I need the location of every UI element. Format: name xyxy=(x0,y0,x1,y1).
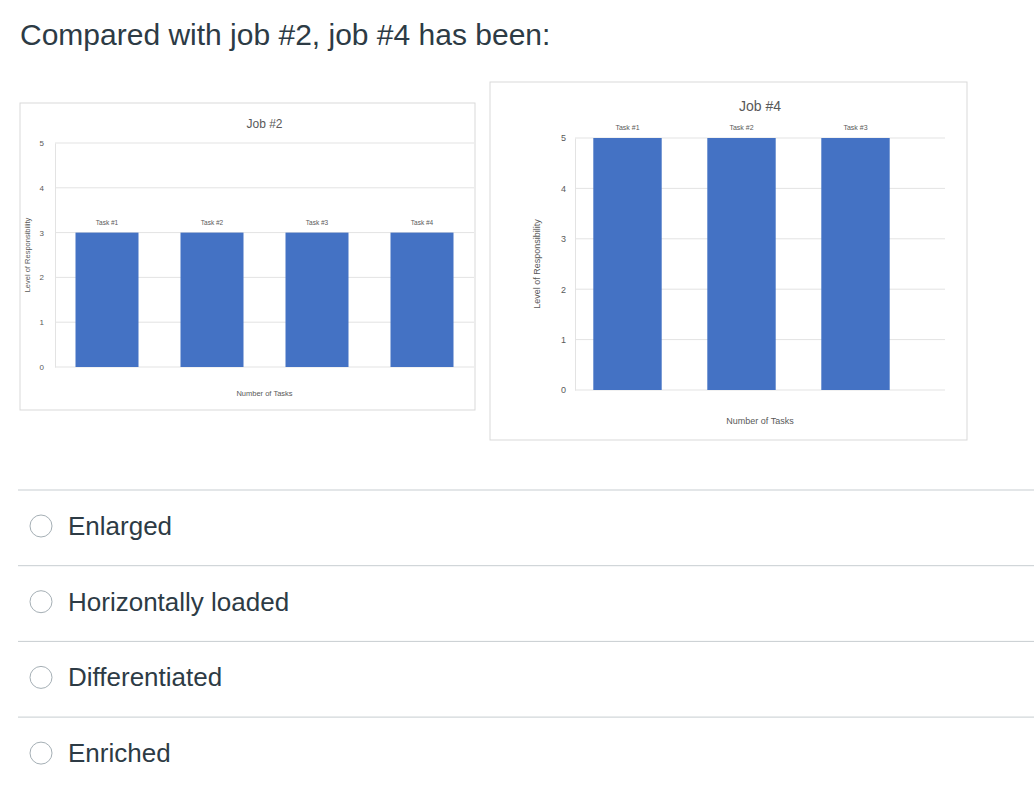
tick: 2 xyxy=(40,273,55,282)
grid-line xyxy=(55,143,474,144)
tick-label: 5 xyxy=(40,139,45,148)
category-label: Task #2 xyxy=(201,219,224,226)
option-label[interactable]: Enriched xyxy=(68,738,171,768)
chart-title: Job #4 xyxy=(739,98,781,114)
bars xyxy=(76,233,454,367)
tick: 4 xyxy=(561,184,575,194)
tick: 1 xyxy=(40,318,55,327)
radio-button[interactable] xyxy=(30,666,52,688)
tick: 3 xyxy=(40,229,55,238)
tick-label: 1 xyxy=(40,318,45,327)
y-axis-title: Level of Responsibility xyxy=(23,217,32,292)
radio-button[interactable] xyxy=(30,591,52,613)
axis-line xyxy=(55,144,56,368)
tick-label: 0 xyxy=(561,385,566,395)
y-axis-title: Level of Responsibility xyxy=(532,219,542,309)
separator xyxy=(18,717,1034,718)
separator xyxy=(18,641,1034,642)
bar xyxy=(181,233,244,367)
page: Compared with job #2, job #4 has been: 0 1… xyxy=(0,0,1034,790)
category-label: Task #4 xyxy=(411,219,434,226)
bar xyxy=(76,233,139,367)
category-label: Task #2 xyxy=(729,124,753,131)
bar xyxy=(593,138,661,390)
question: Compared with job #2, job #4 has been: xyxy=(20,18,550,51)
tick-label: 4 xyxy=(561,184,566,194)
tick: 0 xyxy=(561,385,575,395)
tick: 3 xyxy=(561,234,575,244)
separator xyxy=(18,565,1034,566)
tick: 2 xyxy=(561,285,575,295)
tick: 5 xyxy=(40,139,55,148)
bar xyxy=(821,138,889,390)
tick-label: 0 xyxy=(40,363,45,372)
option-label[interactable]: Horizontally loaded xyxy=(68,587,289,617)
tick: 4 xyxy=(40,184,55,193)
axis-line xyxy=(575,139,576,391)
radio-button[interactable] xyxy=(30,742,52,764)
grid-line xyxy=(55,187,474,188)
option-label[interactable]: Enlarged xyxy=(68,511,172,541)
category-labels: Task #1 Task #2 Task #3 xyxy=(615,124,867,131)
category-label: Task #3 xyxy=(843,124,867,131)
bar xyxy=(286,233,349,367)
grid xyxy=(575,138,945,390)
category-label: Task #1 xyxy=(96,219,119,226)
tick-label: 2 xyxy=(40,273,45,282)
y-axis: 0 1 2 3 4 5 xyxy=(40,139,56,372)
bar xyxy=(707,138,775,390)
bars xyxy=(593,138,889,390)
separator xyxy=(18,490,1034,491)
tick: 0 xyxy=(40,363,55,372)
radio-button[interactable] xyxy=(30,515,52,537)
chart: 0 1 2 3 4 5 Task #1 Task #2 Task #3 Task #4 Job #2… xyxy=(20,103,475,410)
tick-label: 4 xyxy=(40,184,45,193)
options: Enlarged Horizontally loaded Differentiate… xyxy=(18,490,1034,768)
chart-frame xyxy=(490,82,967,440)
tick-label: 5 xyxy=(561,133,566,143)
tick-label: 1 xyxy=(561,335,566,345)
category-label: Task #3 xyxy=(306,219,329,226)
tick-label: 2 xyxy=(561,285,566,295)
category-labels: Task #1 Task #2 Task #3 Task #4 xyxy=(96,219,434,226)
chart-title: Job #2 xyxy=(246,117,282,131)
option-label[interactable]: Differentiated xyxy=(68,662,222,692)
category-label: Task #1 xyxy=(615,124,639,131)
x-axis-title: Number of Tasks xyxy=(236,389,292,398)
tick-label: 3 xyxy=(561,234,566,244)
tick-label: 3 xyxy=(40,229,45,238)
x-axis-title: Number of Tasks xyxy=(726,416,794,426)
y-axis: 0 1 2 3 4 5 xyxy=(561,133,576,395)
tick: 1 xyxy=(561,335,575,345)
chart: 0 1 2 3 4 5 Task #1 Task #2 Task #3 Job #4 Number … xyxy=(490,82,967,440)
grid xyxy=(55,143,474,367)
tick: 5 xyxy=(561,133,575,143)
chart-frame xyxy=(20,103,475,410)
bar xyxy=(391,233,454,367)
